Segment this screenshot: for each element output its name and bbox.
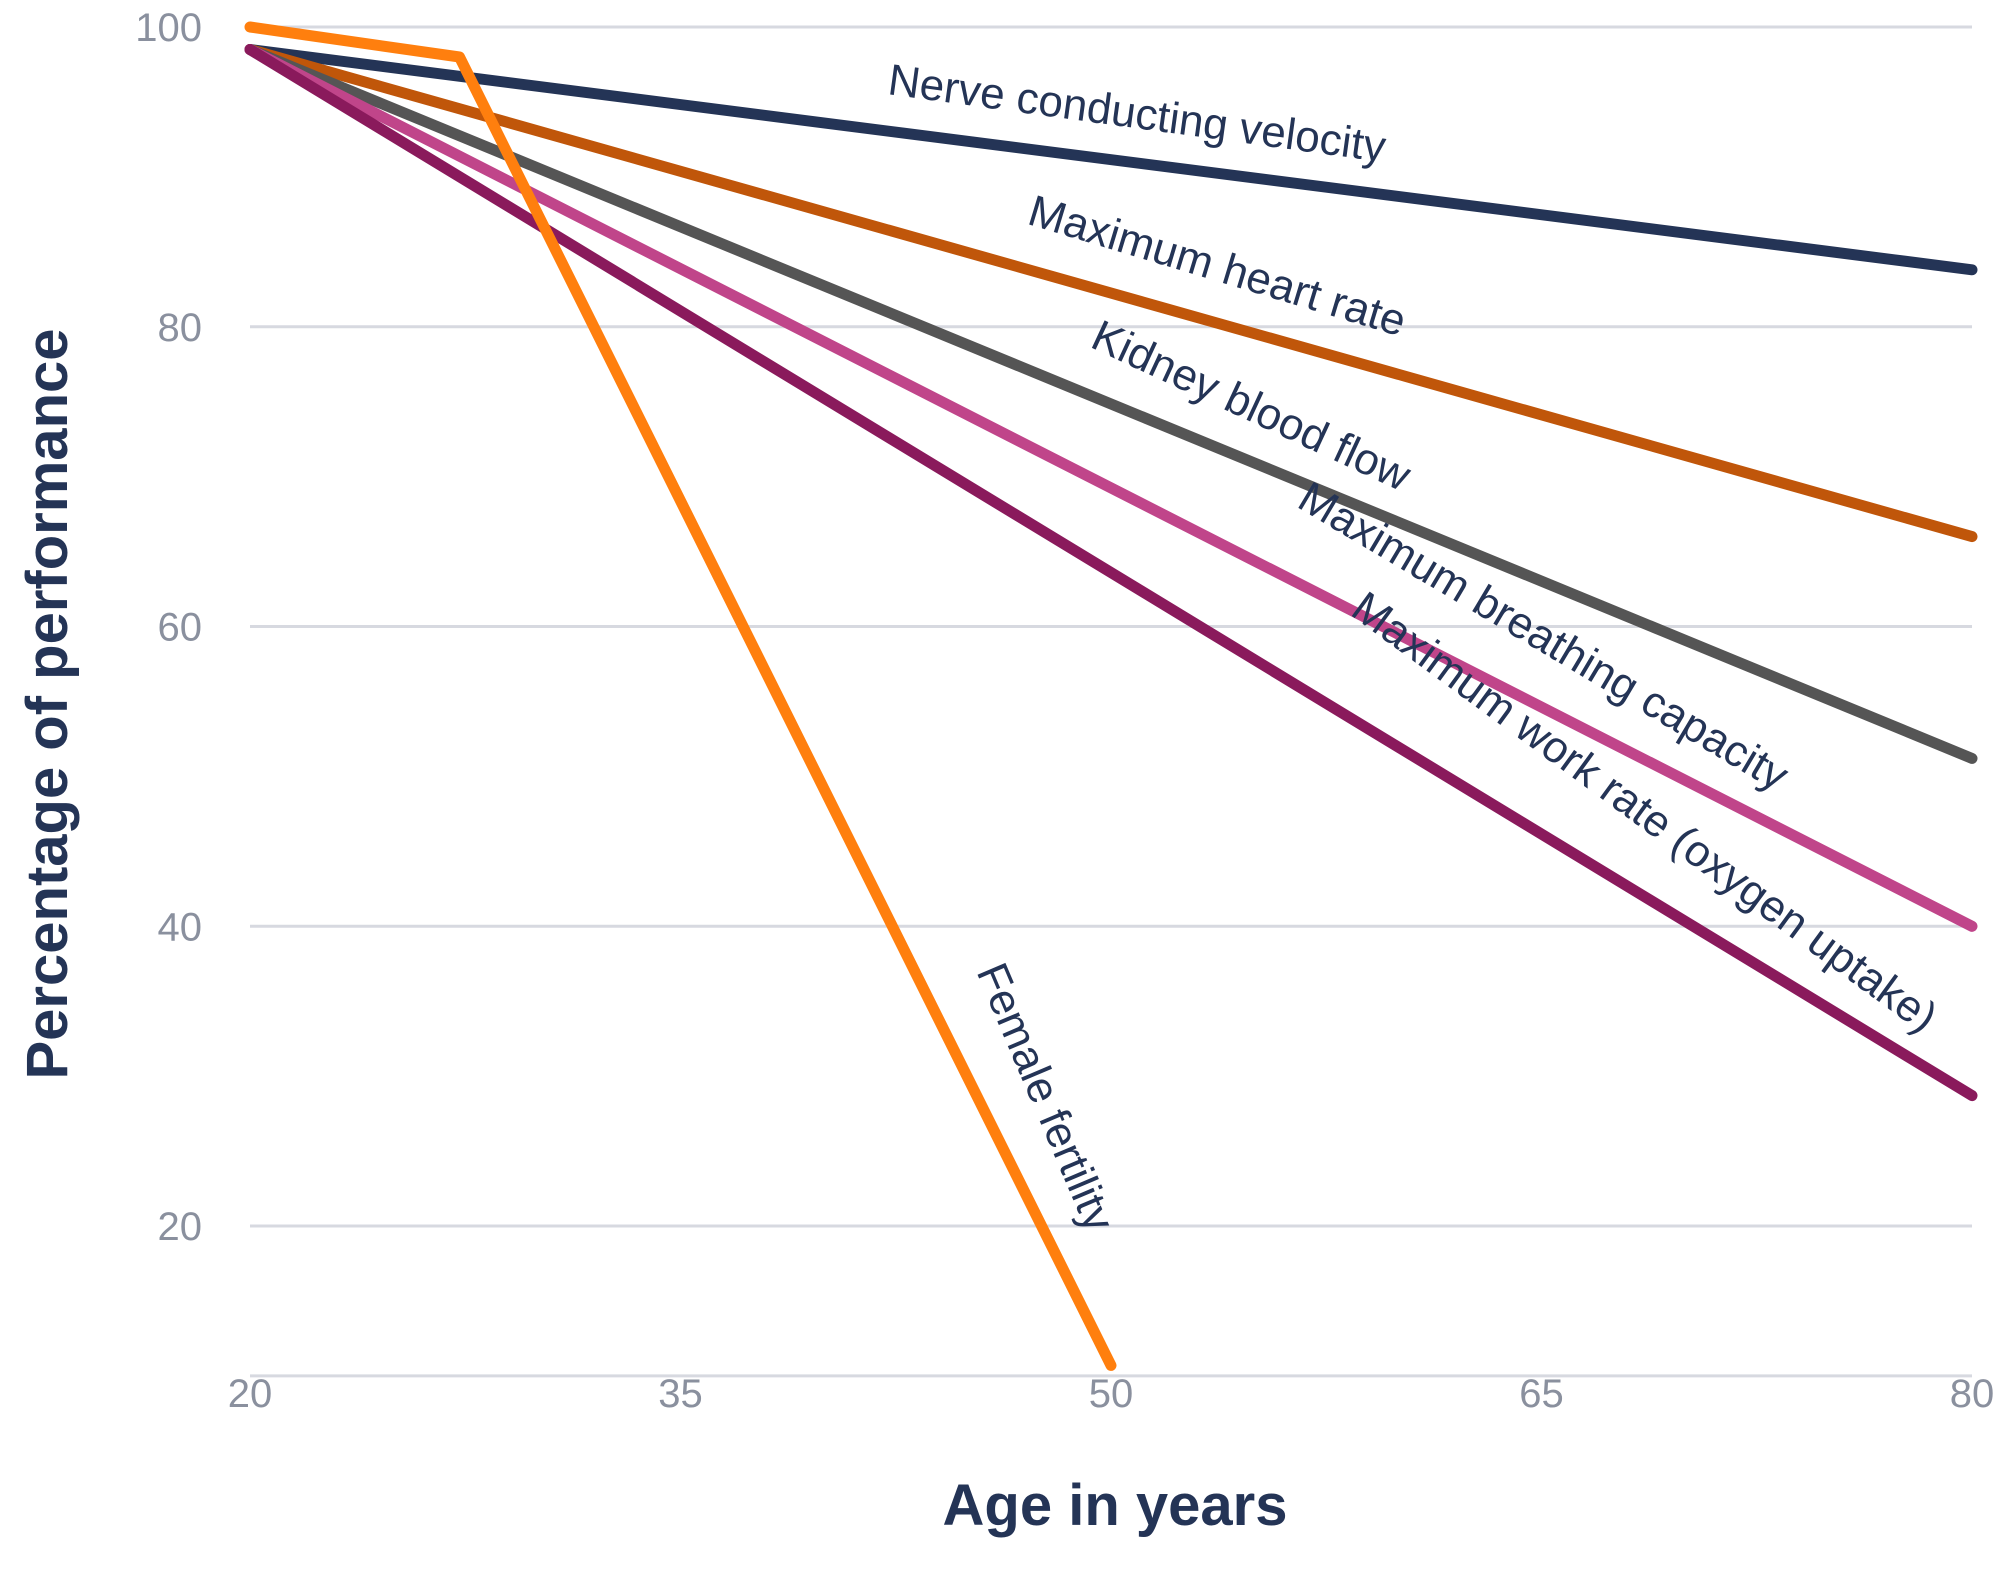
series-label-kidney-blood-flow: Kidney blood flow xyxy=(1084,311,1418,501)
series-lines xyxy=(244,21,1978,1371)
x-tick-label: 35 xyxy=(658,1372,703,1416)
x-tick-label: 50 xyxy=(1089,1372,1134,1416)
y-tick-label: 60 xyxy=(158,606,203,650)
series-label-female-fertility: Female fertility xyxy=(967,956,1124,1238)
y-tick-label: 20 xyxy=(158,1205,203,1249)
series-line-kidney-blood-flow xyxy=(244,44,1978,764)
series-line-nerve-conducting-velocity xyxy=(244,44,1978,276)
series-label-maximum-work-rate-oxygen-uptake: Maximum work rate (oxygen uptake) xyxy=(1343,582,1946,1042)
y-axis-title: Percentage of performance xyxy=(15,328,80,1079)
x-axis-title: Age in years xyxy=(943,1473,1288,1538)
series-line-maximum-heart-rate xyxy=(244,44,1978,543)
tick-labels: 20 40 60 80 100 20 35 50 65 80 xyxy=(135,6,1994,1416)
series-line-female-fertility xyxy=(244,21,1117,1371)
y-tick-label: 80 xyxy=(158,306,203,350)
series-line-maximum-work-rate-oxygen-uptake xyxy=(244,44,1978,1102)
gridlines xyxy=(250,25,1972,1378)
x-tick-label: 80 xyxy=(1950,1372,1995,1416)
y-tick-label: 40 xyxy=(158,905,203,949)
x-tick-label: 20 xyxy=(228,1372,273,1416)
series-line-maximum-breathing-capacity xyxy=(244,44,1978,932)
x-tick-label: 65 xyxy=(1519,1372,1564,1416)
y-tick-label: 100 xyxy=(135,6,202,50)
series-label-nerve-conducting-velocity: Nerve conducting velocity xyxy=(885,55,1388,172)
